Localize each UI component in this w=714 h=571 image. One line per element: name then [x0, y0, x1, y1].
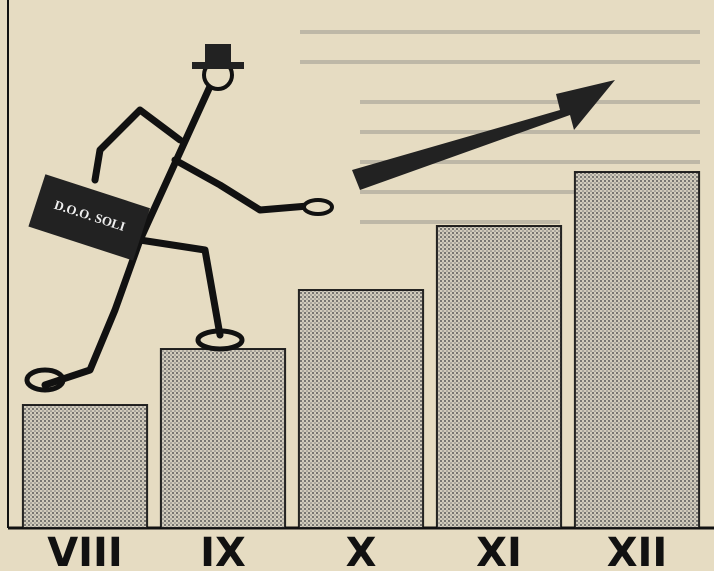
bar [575, 172, 699, 528]
page: D.O.O. SOLI VIIIIXXXIXII (() => { const … [0, 0, 714, 571]
x-tick-label: VIII [47, 530, 123, 571]
x-tick-label: XII [607, 530, 668, 571]
bar [161, 349, 285, 528]
bar [23, 405, 147, 528]
x-tick-label: XI [476, 530, 522, 571]
x-tick-label: IX [200, 530, 246, 571]
bar [299, 290, 423, 528]
chart: D.O.O. SOLI VIIIIXXXIXII [0, 0, 714, 571]
bar [437, 226, 561, 528]
x-tick-label: X [346, 530, 377, 571]
